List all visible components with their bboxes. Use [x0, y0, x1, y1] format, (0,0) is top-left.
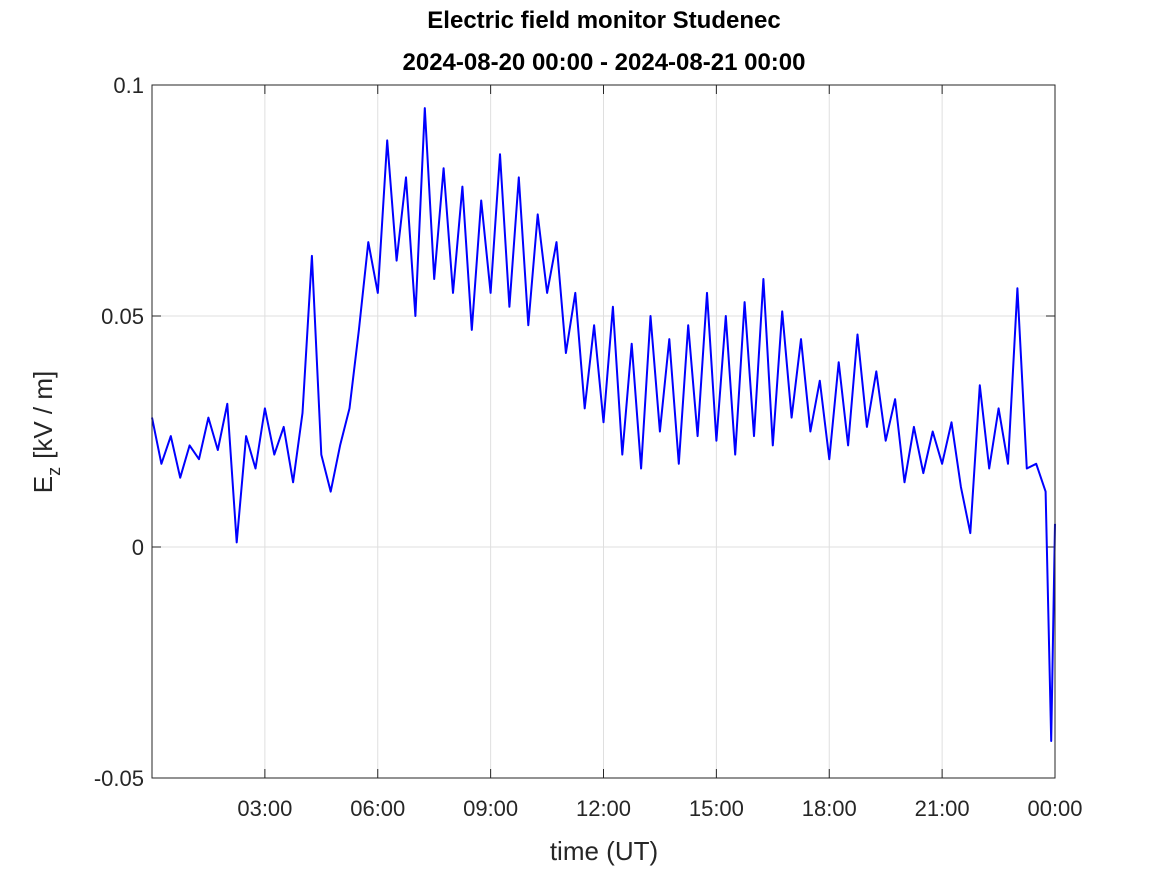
- x-tick-label: 21:00: [915, 796, 970, 821]
- x-tick-label: 00:00: [1027, 796, 1082, 821]
- y-tick-label: -0.05: [94, 766, 144, 791]
- x-tick-label: 06:00: [350, 796, 405, 821]
- y-tick-label: 0.05: [101, 304, 144, 329]
- y-label-unit: [kV / m]: [28, 371, 58, 459]
- x-tick-label: 03:00: [237, 796, 292, 821]
- y-label-sub: z: [44, 467, 64, 476]
- x-tick-label: 09:00: [463, 796, 518, 821]
- data-line: [151, 107, 1056, 742]
- x-tick-label: 15:00: [689, 796, 744, 821]
- chart-title: Electric field monitor Studenec: [427, 7, 780, 34]
- x-tick-label: 12:00: [576, 796, 631, 821]
- x-tick-label: 18:00: [802, 796, 857, 821]
- y-label-main: E: [28, 476, 58, 493]
- y-axis-label: Ez [kV / m]: [28, 371, 64, 493]
- chart-subtitle: 2024-08-20 00:00 - 2024-08-21 00:00: [403, 49, 806, 76]
- x-axis-label: time (UT): [550, 836, 658, 866]
- plot-frame: [151, 84, 1056, 779]
- y-tick-label: 0.1: [113, 73, 144, 98]
- y-tick-label: 0: [132, 535, 144, 560]
